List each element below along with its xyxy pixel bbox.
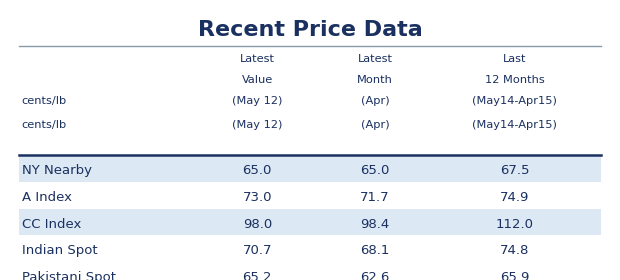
Text: 112.0: 112.0: [495, 218, 534, 230]
Text: 74.9: 74.9: [500, 191, 529, 204]
Text: 70.7: 70.7: [242, 244, 272, 257]
Text: 73.0: 73.0: [242, 191, 272, 204]
Text: cents/lb: cents/lb: [22, 120, 67, 130]
Text: Pakistani Spot: Pakistani Spot: [22, 271, 116, 280]
Text: 98.4: 98.4: [360, 218, 390, 230]
Text: 98.0: 98.0: [242, 218, 272, 230]
Text: Last: Last: [503, 54, 526, 64]
Text: CC Index: CC Index: [22, 218, 81, 230]
Text: 65.0: 65.0: [242, 164, 272, 177]
Text: 71.7: 71.7: [360, 191, 390, 204]
Text: Latest: Latest: [240, 54, 275, 64]
Text: Latest: Latest: [358, 54, 392, 64]
Text: 65.9: 65.9: [500, 271, 529, 280]
Text: (Apr): (Apr): [361, 120, 389, 130]
Text: Month: Month: [357, 75, 393, 85]
Text: 65.0: 65.0: [360, 164, 390, 177]
Text: A Index: A Index: [22, 191, 72, 204]
Text: (May 12): (May 12): [232, 120, 283, 130]
Text: Indian Spot: Indian Spot: [22, 244, 97, 257]
Text: (Apr): (Apr): [361, 96, 389, 106]
Text: cents/lb: cents/lb: [22, 96, 67, 106]
Text: Value: Value: [242, 75, 273, 85]
Text: (May14-Apr15): (May14-Apr15): [472, 120, 557, 130]
Text: 65.2: 65.2: [242, 271, 272, 280]
Text: (May 12): (May 12): [232, 96, 283, 106]
Text: (May14-Apr15): (May14-Apr15): [472, 96, 557, 106]
Text: NY Nearby: NY Nearby: [22, 164, 92, 177]
Text: 68.1: 68.1: [360, 244, 390, 257]
Text: 62.6: 62.6: [360, 271, 390, 280]
Text: 12 Months: 12 Months: [485, 75, 544, 85]
Text: 67.5: 67.5: [500, 164, 529, 177]
Text: Recent Price Data: Recent Price Data: [198, 20, 422, 39]
Text: 74.8: 74.8: [500, 244, 529, 257]
